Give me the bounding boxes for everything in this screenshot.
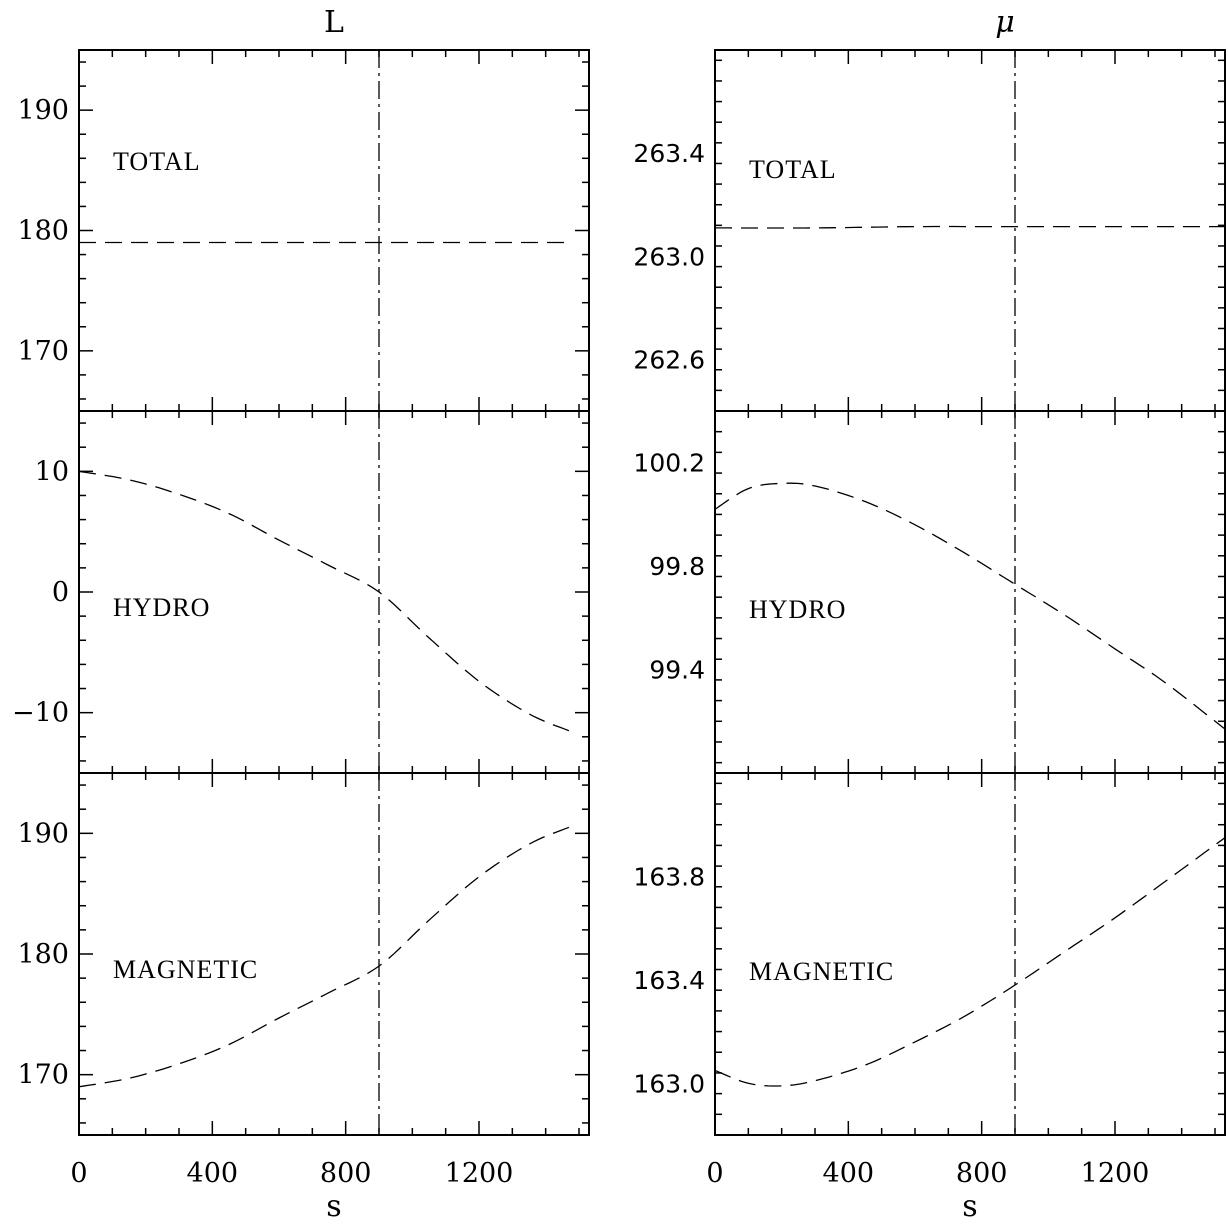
x-tick-label: 800: [956, 1158, 1008, 1189]
right-column-panels: 262.6 263.0 263.4 TOTAL 99.4 99.8 100.2 HYDRO 16…: [633, 49, 1226, 1189]
left-column-panels: 170 180 190 TOTAL −10 0 10 HYDRO 170 180 190 MAGNET…: [12, 49, 590, 1189]
data-series-line: [714, 482, 1226, 730]
x-tick-label: 0: [706, 1158, 723, 1189]
x-tick-label: 0: [70, 1158, 87, 1189]
y-tick-label: 180: [17, 216, 69, 247]
x-tick-label: 400: [823, 1158, 875, 1189]
y-tick-label: 99.8: [649, 552, 705, 581]
y-tick-label: 170: [17, 1060, 69, 1091]
panel-hydro: 99.4 99.8 100.2 HYDRO: [633, 410, 1226, 774]
panel-label: MAGNETIC: [113, 955, 258, 984]
data-series-line: [715, 225, 1225, 229]
panel-frame: [78, 772, 590, 1136]
y-tick-label: 0: [52, 577, 69, 608]
y-tick-label: 263.0: [633, 242, 705, 271]
panel-frame: [714, 772, 1226, 1136]
right-column-title: μ: [995, 5, 1015, 40]
panel-frame: [78, 410, 590, 774]
x-tick-label: 1200: [445, 1158, 514, 1189]
data-series-line: [78, 826, 570, 1088]
panel-label: HYDRO: [749, 595, 846, 624]
y-tick-label: 180: [17, 939, 69, 970]
panel-label: TOTAL: [749, 155, 837, 184]
y-tick-label: 263.4: [633, 139, 705, 168]
panel-frame: [714, 49, 1226, 412]
right-x-axis-label: s: [962, 1189, 977, 1224]
y-tick-label: 163.4: [633, 966, 705, 995]
y-tick-label: 10: [35, 456, 69, 487]
panel-magnetic: 170 180 190 MAGNETIC: [17, 772, 590, 1136]
panel-total: 262.6 263.0 263.4 TOTAL: [633, 49, 1226, 412]
data-series-line: [714, 837, 1226, 1087]
panel-frame: [714, 410, 1226, 774]
x-tick-label: 400: [187, 1158, 239, 1189]
panel-label: MAGNETIC: [749, 957, 894, 986]
panel-label: HYDRO: [113, 593, 210, 622]
y-tick-label: 163.8: [633, 862, 705, 891]
y-tick-label: 100.2: [633, 449, 705, 478]
y-tick-label: −10: [12, 698, 69, 729]
x-tick-label: 800: [320, 1158, 372, 1189]
panel-total: 170 180 190 TOTAL: [17, 49, 590, 412]
y-tick-label: 190: [17, 818, 69, 849]
x-tick-label: 1200: [1081, 1158, 1150, 1189]
left-column-title: L: [324, 5, 344, 40]
panel-hydro: −10 0 10 HYDRO: [12, 410, 590, 774]
left-x-axis-label: s: [326, 1189, 341, 1224]
panel-label: TOTAL: [113, 147, 201, 176]
panel-frame: [78, 49, 590, 412]
y-tick-label: 262.6: [633, 345, 705, 374]
panel-magnetic: 163.0 163.4 163.8 MAGNETIC: [633, 772, 1226, 1136]
y-tick-label: 190: [17, 95, 69, 126]
data-series-line: [78, 470, 570, 732]
y-tick-label: 99.4: [649, 656, 705, 685]
y-tick-label: 163.0: [633, 1069, 705, 1098]
y-tick-label: 170: [17, 336, 69, 367]
